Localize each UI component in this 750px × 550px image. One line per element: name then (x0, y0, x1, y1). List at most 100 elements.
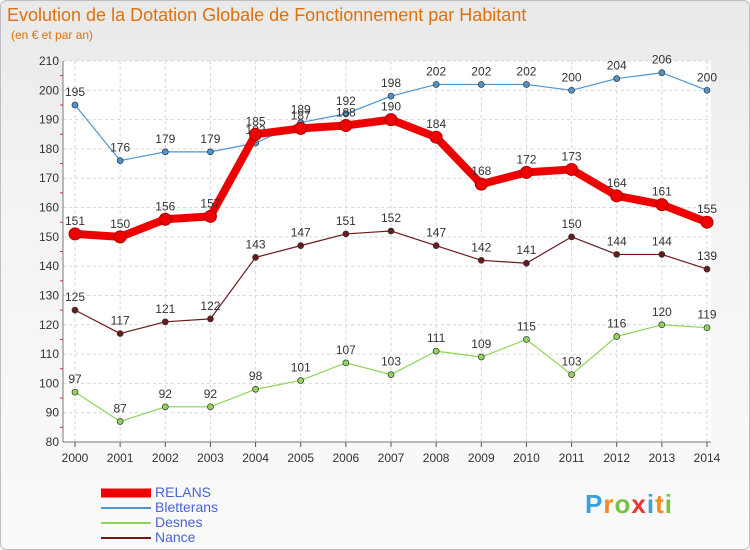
data-point-desnes (161, 403, 169, 411)
data-point-relans (339, 118, 353, 132)
data-label-nance: 152 (381, 211, 401, 225)
x-tick-label: 2012 (603, 451, 630, 465)
data-label-bletterans: 200 (562, 70, 582, 84)
data-label-relans: 150 (110, 217, 130, 231)
data-point-desnes (387, 371, 395, 378)
x-tick-label: 2002 (152, 451, 179, 465)
logo-letter: t (655, 489, 665, 519)
data-label-nance: 139 (697, 249, 717, 263)
data-point-nance (342, 230, 350, 238)
data-label-bletterans: 192 (336, 94, 356, 108)
data-label-nance: 144 (607, 234, 627, 248)
data-label-bletterans: 206 (652, 53, 672, 67)
data-label-nance: 150 (562, 217, 582, 231)
data-label-bletterans: 179 (200, 132, 220, 146)
data-point-relans (519, 165, 533, 179)
data-point-nance (207, 315, 214, 323)
logo-letter: i (646, 489, 656, 519)
x-tick-label: 2004 (242, 451, 269, 465)
data-point-desnes (613, 333, 621, 340)
x-tick-label: 2007 (378, 451, 405, 465)
data-point-bletterans (161, 148, 169, 156)
data-point-nance (703, 265, 711, 273)
data-label-relans: 190 (381, 100, 401, 114)
legend-label-nance: Nance (155, 529, 196, 545)
legend-label-relans: RELANS (155, 484, 212, 500)
data-point-bletterans (703, 86, 711, 94)
data-point-relans (384, 113, 398, 127)
data-point-desnes (432, 347, 440, 355)
chart-title: Evolution de la Dotation Globale de Fonc… (7, 5, 527, 25)
data-point-relans (655, 198, 669, 212)
y-tick-label: 190 (39, 113, 59, 127)
data-label-desnes: 116 (607, 316, 626, 330)
data-label-desnes: 101 (291, 360, 311, 374)
data-label-nance: 151 (336, 214, 356, 228)
data-label-relans: 184 (426, 117, 446, 131)
data-point-relans (429, 130, 443, 144)
legend-swatch-desnes (101, 521, 151, 524)
data-point-bletterans (523, 81, 530, 88)
data-point-relans (249, 127, 263, 141)
data-point-bletterans (477, 81, 485, 88)
data-label-desnes: 103 (381, 355, 401, 369)
data-label-desnes: 92 (159, 387, 173, 401)
y-tick-label: 200 (39, 83, 59, 97)
y-tick-label: 140 (39, 259, 59, 273)
logo-letter: x (631, 489, 647, 519)
logo-letter: P (585, 489, 604, 519)
data-label-bletterans: 200 (697, 70, 717, 84)
data-label-nance: 125 (65, 290, 85, 304)
x-tick-label: 2003 (197, 451, 224, 465)
data-label-relans: 156 (155, 199, 175, 213)
data-label-bletterans: 204 (607, 59, 627, 73)
data-point-nance (568, 233, 575, 241)
y-tick-label: 170 (39, 171, 59, 185)
data-label-relans: 188 (336, 105, 356, 119)
data-label-relans: 187 (291, 108, 311, 122)
x-tick-label: 2010 (513, 451, 540, 465)
data-point-relans (294, 121, 308, 135)
data-label-nance: 142 (471, 240, 491, 254)
data-label-relans: 185 (246, 114, 266, 128)
y-tick-label: 80 (46, 435, 60, 449)
x-tick-label: 2006 (333, 451, 360, 465)
data-point-relans (203, 209, 217, 223)
x-tick-label: 2001 (107, 451, 134, 465)
data-point-relans (474, 177, 488, 191)
data-label-desnes: 87 (113, 401, 127, 415)
data-label-nance: 122 (200, 299, 220, 313)
data-point-desnes (207, 403, 214, 411)
data-label-desnes: 97 (68, 372, 82, 386)
data-point-nance (477, 256, 485, 264)
x-tick-label: 2014 (694, 451, 721, 465)
data-label-relans: 164 (607, 176, 627, 190)
data-point-bletterans (432, 81, 440, 88)
data-label-relans: 151 (65, 214, 85, 228)
data-point-desnes (658, 321, 666, 329)
data-point-nance (387, 227, 395, 235)
data-point-relans (113, 230, 127, 244)
data-label-desnes: 120 (652, 305, 672, 319)
data-point-bletterans (71, 101, 79, 109)
x-tick-label: 2000 (62, 451, 89, 465)
data-point-desnes (477, 353, 485, 361)
x-tick-label: 2011 (559, 451, 585, 465)
data-label-relans: 161 (652, 185, 672, 199)
data-point-bletterans (342, 110, 350, 118)
data-point-nance (523, 259, 530, 267)
y-tick-label: 130 (39, 288, 59, 302)
data-label-relans: 173 (562, 149, 582, 163)
data-point-relans (68, 227, 82, 241)
data-point-nance (658, 251, 666, 258)
data-label-relans: 172 (516, 152, 536, 166)
data-point-desnes (342, 359, 350, 367)
y-tick-label: 180 (39, 142, 59, 156)
y-tick-label: 150 (39, 230, 59, 244)
data-point-relans (700, 215, 714, 229)
x-tick-label: 2009 (468, 451, 495, 465)
data-point-desnes (297, 377, 305, 384)
data-label-nance: 144 (652, 234, 672, 248)
data-point-bletterans (387, 92, 395, 100)
data-label-desnes: 111 (427, 331, 446, 345)
